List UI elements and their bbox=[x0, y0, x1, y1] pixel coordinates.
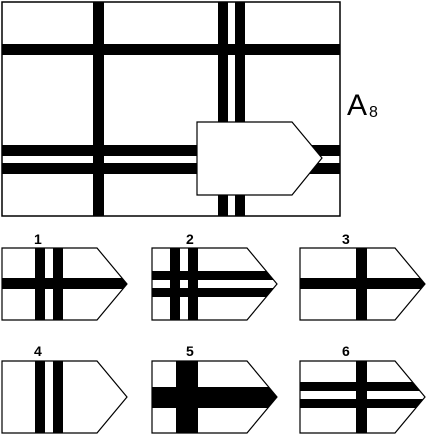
puzzle-code-letter: A bbox=[347, 89, 367, 122]
option-number: 3 bbox=[342, 231, 350, 247]
option-3[interactable]: 3 bbox=[299, 231, 426, 321]
option-number: 4 bbox=[34, 343, 42, 359]
option-4[interactable]: 4 bbox=[1, 343, 128, 434]
missing-piece-slot bbox=[196, 121, 323, 196]
option-number: 2 bbox=[186, 231, 194, 247]
option-number: 5 bbox=[186, 343, 194, 359]
option-2[interactable]: 2 bbox=[151, 231, 278, 321]
main-puzzle-image bbox=[1, 1, 341, 217]
option-number: 1 bbox=[34, 231, 42, 247]
option-6[interactable]: 6 bbox=[299, 343, 426, 434]
puzzle-code-number: 8 bbox=[369, 104, 378, 121]
option-1[interactable]: 1 bbox=[1, 231, 128, 321]
option-number: 6 bbox=[342, 343, 350, 359]
option-5[interactable]: 5 bbox=[151, 343, 278, 434]
